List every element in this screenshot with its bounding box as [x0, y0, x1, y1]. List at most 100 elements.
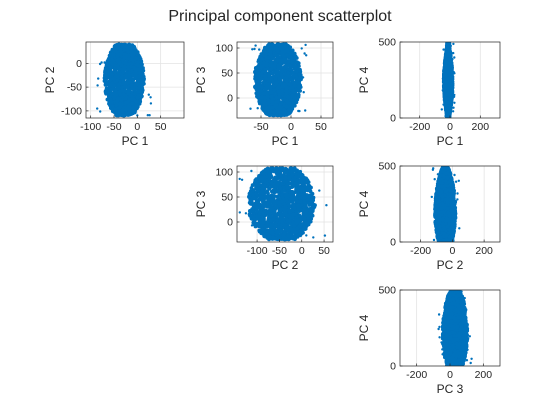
- scatter-point: [442, 103, 445, 106]
- scatter-point: [286, 100, 291, 105]
- scatter-point: [286, 111, 290, 116]
- axes-frame: [236, 41, 334, 119]
- scatter-point: [274, 103, 279, 107]
- scatter-point: [254, 44, 257, 47]
- scatter-point: [103, 61, 106, 64]
- scatter-point: [444, 107, 448, 110]
- scatter-point: [283, 104, 286, 108]
- scatter-point: [445, 50, 449, 53]
- scatter-point: [267, 48, 272, 53]
- scatter-point: [104, 78, 107, 81]
- scatter-point: [449, 84, 452, 88]
- y-axis-label: PC 3: [194, 66, 208, 93]
- scatter-point: [96, 84, 99, 87]
- scatter-point: [274, 71, 278, 75]
- scatter-point: [293, 64, 298, 69]
- scatter-point: [265, 59, 270, 63]
- scatter-point: [121, 108, 125, 112]
- scatter-point: [274, 113, 279, 117]
- scatter-point: [100, 61, 103, 64]
- scatter-point: [117, 66, 121, 71]
- x-tick-label: -50: [106, 121, 121, 133]
- scatter-point: [114, 45, 118, 50]
- scatter-point: [114, 103, 119, 108]
- scatter-point: [127, 108, 132, 112]
- scatter-point: [280, 58, 285, 62]
- scatter-point: [118, 89, 122, 94]
- scatter-point: [305, 54, 308, 57]
- y-tick-label: 50: [221, 68, 233, 80]
- scatter-point: [276, 99, 280, 104]
- scatter-point: [134, 68, 139, 73]
- scatter-point: [128, 69, 131, 72]
- scatter-point: [443, 62, 448, 67]
- scatter-point: [303, 52, 306, 55]
- scatter-point: [109, 77, 113, 82]
- scatter-point: [137, 71, 141, 75]
- scatter-point: [117, 73, 120, 76]
- scatter-point: [119, 98, 124, 103]
- x-axis-label: PC 1: [272, 134, 299, 148]
- scatter-point: [113, 87, 118, 92]
- scatter-point: [260, 99, 265, 104]
- scatter-point: [284, 87, 289, 91]
- scatter-point: [98, 62, 102, 66]
- scatter-point: [273, 94, 276, 97]
- scatter-point: [263, 46, 268, 51]
- scatter-point: [280, 110, 285, 115]
- scatter-point: [268, 67, 273, 72]
- scatter-point: [443, 70, 446, 74]
- scatter-point: [276, 63, 281, 68]
- scatter-point: [136, 114, 139, 117]
- scatter-point: [450, 72, 454, 76]
- scatter-point: [260, 70, 265, 74]
- scatter-point: [293, 77, 296, 81]
- scatter-point: [283, 65, 287, 70]
- scatter-point: [110, 104, 115, 108]
- scatter-point: [266, 55, 270, 60]
- scatter-point: [281, 97, 284, 101]
- scatter-point: [130, 101, 135, 106]
- scatter-point: [268, 43, 272, 48]
- x-tick-label: -100: [80, 121, 101, 133]
- scatter-point: [140, 72, 145, 77]
- scatter-point: [277, 92, 282, 97]
- scatter-point: [441, 89, 444, 92]
- scatter-point: [442, 73, 447, 78]
- scatter-point: [111, 52, 116, 57]
- scatter-point: [149, 96, 152, 99]
- scatter-point: [293, 54, 298, 59]
- scatter-point: [444, 114, 447, 118]
- scatter-point: [277, 89, 282, 94]
- scatter-point: [130, 63, 133, 67]
- scatter-point: [97, 77, 100, 80]
- scatter-point: [110, 58, 114, 62]
- scatter-point: [114, 76, 117, 79]
- scatter-point: [453, 93, 456, 97]
- scatter-point: [452, 95, 456, 99]
- scatter-point: [108, 65, 113, 70]
- scatter-point: [136, 90, 141, 94]
- scatter-point: [256, 107, 259, 110]
- figure-title: Principal component scatterplot: [168, 8, 392, 25]
- scatter-point: [296, 80, 300, 83]
- y-tick-label: 100: [215, 43, 233, 55]
- scatter-point: [297, 92, 301, 95]
- scatter-point: [447, 64, 451, 68]
- y-tick-label: 500: [378, 37, 396, 49]
- scatter-point: [287, 78, 292, 82]
- scatter-point: [300, 47, 303, 50]
- scatter-point: [106, 72, 111, 77]
- scatter-point: [446, 106, 451, 111]
- scatter-point: [106, 62, 110, 67]
- scatter-point: [289, 57, 294, 61]
- x-tick-label: 50: [155, 121, 167, 133]
- scatter-point: [256, 66, 261, 71]
- scatter-point: [130, 111, 135, 115]
- scatter-point: [104, 73, 108, 76]
- scatter-point: [257, 89, 261, 93]
- scatter-point: [291, 100, 296, 105]
- scatter-point: [445, 78, 448, 81]
- scatter-point: [295, 93, 300, 98]
